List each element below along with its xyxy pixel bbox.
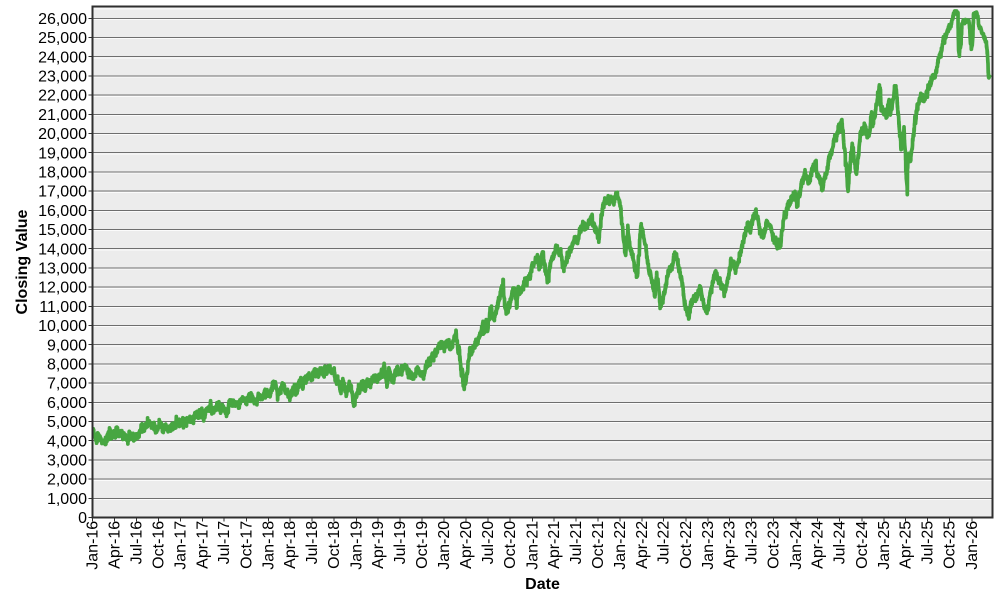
svg-text:4,000: 4,000: [47, 433, 87, 450]
svg-text:Jan-19: Jan-19: [348, 521, 365, 570]
svg-text:Jan-25: Jan-25: [876, 521, 893, 570]
svg-text:26,000: 26,000: [38, 11, 87, 28]
svg-text:Oct-21: Oct-21: [590, 521, 607, 569]
svg-text:Jan-21: Jan-21: [524, 521, 541, 570]
svg-text:Apr-19: Apr-19: [370, 521, 387, 569]
svg-text:13,000: 13,000: [38, 261, 87, 278]
svg-text:15,000: 15,000: [38, 222, 87, 239]
svg-text:9,000: 9,000: [47, 337, 87, 354]
svg-text:24,000: 24,000: [38, 49, 87, 66]
svg-text:18,000: 18,000: [38, 165, 87, 182]
svg-text:Jul-24: Jul-24: [832, 521, 849, 565]
svg-text:Closing Value: Closing Value: [14, 209, 31, 314]
svg-text:10,000: 10,000: [38, 318, 87, 335]
svg-text:Jul-17: Jul-17: [216, 521, 233, 565]
svg-text:Apr-22: Apr-22: [634, 521, 651, 569]
svg-text:Jul-23: Jul-23: [744, 521, 761, 565]
svg-text:14,000: 14,000: [38, 241, 87, 258]
svg-text:Jul-21: Jul-21: [568, 521, 585, 565]
svg-text:Oct-19: Oct-19: [414, 521, 431, 569]
svg-text:8,000: 8,000: [47, 357, 87, 374]
svg-text:20,000: 20,000: [38, 126, 87, 143]
svg-text:7,000: 7,000: [47, 376, 87, 393]
svg-text:22,000: 22,000: [38, 88, 87, 105]
svg-text:23,000: 23,000: [38, 69, 87, 86]
svg-text:Apr-18: Apr-18: [282, 521, 299, 569]
svg-text:Date: Date: [525, 576, 560, 593]
svg-text:12,000: 12,000: [38, 280, 87, 297]
svg-text:Jul-19: Jul-19: [392, 521, 409, 565]
svg-text:Apr-25: Apr-25: [898, 521, 915, 569]
svg-text:Jan-24: Jan-24: [788, 521, 805, 570]
svg-text:Jul-18: Jul-18: [304, 521, 321, 565]
svg-text:Jan-18: Jan-18: [261, 521, 278, 570]
svg-text:Apr-24: Apr-24: [810, 521, 827, 569]
svg-text:Jan-22: Jan-22: [612, 521, 629, 570]
svg-text:Apr-20: Apr-20: [458, 521, 475, 569]
svg-text:0: 0: [78, 510, 87, 527]
svg-text:21,000: 21,000: [38, 107, 87, 124]
svg-text:3,000: 3,000: [47, 453, 87, 470]
svg-text:Jul-20: Jul-20: [480, 521, 497, 565]
svg-text:Apr-17: Apr-17: [194, 521, 211, 569]
svg-text:16,000: 16,000: [38, 203, 87, 220]
svg-text:Oct-24: Oct-24: [854, 521, 871, 569]
svg-text:11,000: 11,000: [39, 299, 87, 316]
svg-text:Oct-16: Oct-16: [151, 521, 168, 569]
svg-text:6,000: 6,000: [47, 395, 87, 412]
svg-text:Oct-20: Oct-20: [502, 521, 519, 569]
svg-text:1,000: 1,000: [47, 491, 87, 508]
svg-text:Jul-16: Jul-16: [128, 521, 145, 565]
svg-text:5,000: 5,000: [47, 414, 87, 431]
svg-text:Jul-25: Jul-25: [920, 521, 937, 565]
svg-text:25,000: 25,000: [38, 30, 87, 47]
svg-text:2,000: 2,000: [47, 472, 87, 489]
svg-text:Apr-16: Apr-16: [106, 521, 123, 569]
svg-text:Apr-21: Apr-21: [546, 521, 563, 569]
svg-text:Oct-22: Oct-22: [678, 521, 695, 569]
svg-text:19,000: 19,000: [38, 145, 87, 162]
svg-text:Oct-18: Oct-18: [326, 521, 343, 569]
svg-text:Jan-16: Jan-16: [85, 521, 102, 570]
svg-text:Jan-26: Jan-26: [964, 521, 981, 570]
svg-text:Oct-25: Oct-25: [942, 521, 959, 569]
svg-text:17,000: 17,000: [38, 184, 87, 201]
svg-text:Jan-23: Jan-23: [700, 521, 717, 570]
svg-text:Oct-23: Oct-23: [766, 521, 783, 569]
svg-text:Apr-23: Apr-23: [722, 521, 739, 569]
svg-text:Jan-17: Jan-17: [173, 521, 190, 570]
svg-text:Oct-17: Oct-17: [238, 521, 255, 569]
svg-text:Jan-20: Jan-20: [436, 521, 453, 570]
svg-text:Jul-22: Jul-22: [656, 521, 673, 565]
